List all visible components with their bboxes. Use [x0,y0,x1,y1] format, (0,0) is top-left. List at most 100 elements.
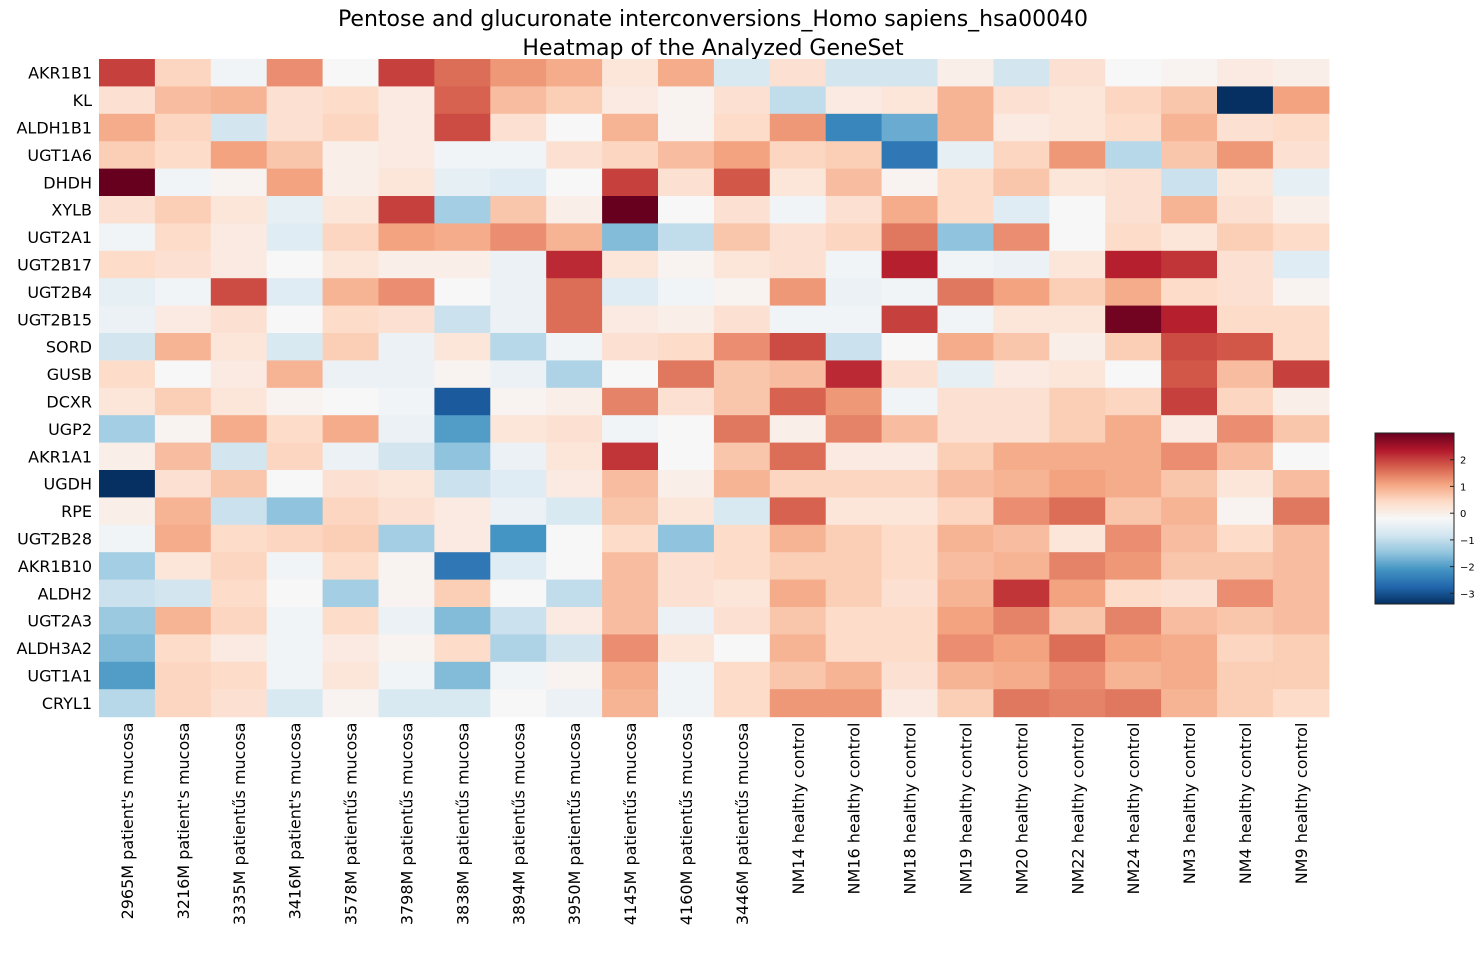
heatmap-cell [378,552,435,581]
heatmap-cell [993,59,1050,87]
heatmap-cell [1105,661,1162,690]
heatmap-cell [1105,470,1162,498]
chart-title-line-1: Pentose and glucuronate interconversions… [338,7,1088,32]
heatmap-cell [546,552,603,581]
heatmap-cell [322,442,380,471]
heatmap-cell [266,607,324,635]
heatmap-cell [378,661,435,690]
heatmap-cell [713,333,771,361]
heatmap-cell [1272,579,1330,608]
heatmap-cell [825,250,883,279]
heatmap-cell [602,689,659,718]
heatmap-cell [1272,607,1330,635]
heatmap-cell [210,250,268,279]
heatmap-cell [490,607,547,635]
heatmap-cell [99,278,156,307]
heatmap-cell [490,196,547,224]
heatmap-cell [713,524,771,553]
heatmap-cell [490,333,547,361]
heatmap-cell [1161,113,1218,142]
heatmap-cell [881,415,939,444]
heatmap-cell [769,168,827,197]
heatmap-cell [1272,552,1330,581]
heatmap-cell [1161,333,1218,361]
heatmap-cell [658,196,715,224]
row-label: SORD [46,338,92,357]
heatmap-cell [713,305,771,334]
heatmap-cell [1217,59,1274,87]
column-label: 3578M patientűs mucosa [342,723,361,926]
heatmap-cell [434,524,491,553]
heatmap-cell [1105,634,1162,663]
heatmap-cell [825,168,883,197]
heatmap-cell [658,250,715,279]
heatmap-cell [1272,196,1330,224]
heatmap-cell [1272,689,1330,718]
heatmap-cell [546,387,603,416]
heatmap-cell [769,634,827,663]
heatmap-cell [1049,168,1106,197]
heatmap-cell [490,552,547,581]
heatmap-cell [378,250,435,279]
heatmap-cell [210,579,268,608]
heatmap-cell [378,689,435,718]
heatmap-cell [490,497,547,526]
heatmap-cell [154,497,212,526]
heatmap-cell [266,579,324,608]
heatmap-cell [769,607,827,635]
row-label: CRYL1 [42,694,92,713]
heatmap-cell [1217,552,1274,581]
heatmap-cell [546,141,603,170]
heatmap-cell [937,415,994,444]
heatmap-cell [546,497,603,526]
heatmap-cell [546,59,603,87]
heatmap-cell [825,223,883,252]
heatmap-cell [378,415,435,444]
heatmap-cell [937,141,994,170]
heatmap-cell [546,250,603,279]
heatmap-cell [154,59,212,87]
heatmap-cell [881,168,939,197]
heatmap-cell [993,415,1050,444]
heatmap-cell [1105,607,1162,635]
heatmap-cell [1272,415,1330,444]
heatmap-cell [154,442,212,471]
heatmap-cell [825,360,883,389]
heatmap-cell [266,661,324,690]
heatmap-cell [99,250,156,279]
heatmap-cell [1049,497,1106,526]
heatmap-cell [1161,360,1218,389]
chart-title: Pentose and glucuronate interconversions… [338,7,1088,61]
heatmap-cell [602,661,659,690]
heatmap-cell [713,579,771,608]
heatmap-cell [1217,113,1274,142]
heatmap-cell [881,579,939,608]
heatmap-cell [1217,497,1274,526]
heatmap-cell [713,497,771,526]
heatmap-cell [993,278,1050,307]
heatmap-cell [881,552,939,581]
heatmap-cell [602,141,659,170]
row-label: UGT2B15 [17,310,92,329]
heatmap-cell [546,634,603,663]
heatmap-cell [993,607,1050,635]
heatmap-cell [937,497,994,526]
heatmap-cell [1217,689,1274,718]
heatmap-cell [993,470,1050,498]
heatmap-cell [1105,113,1162,142]
heatmap-cell [490,579,547,608]
heatmap-cell [881,689,939,718]
heatmap-cell [266,333,324,361]
heatmap-cell [1105,333,1162,361]
heatmap-cell [1217,634,1274,663]
heatmap-cell [210,607,268,635]
heatmap-cell [99,415,156,444]
heatmap-cell [713,141,771,170]
heatmap-cell [378,579,435,608]
heatmap-cell [1161,141,1218,170]
row-label: AKR1B10 [18,557,92,576]
heatmap-cell [658,387,715,416]
heatmap-cell [602,497,659,526]
heatmap-cell [937,86,994,115]
heatmap-cell [546,305,603,334]
